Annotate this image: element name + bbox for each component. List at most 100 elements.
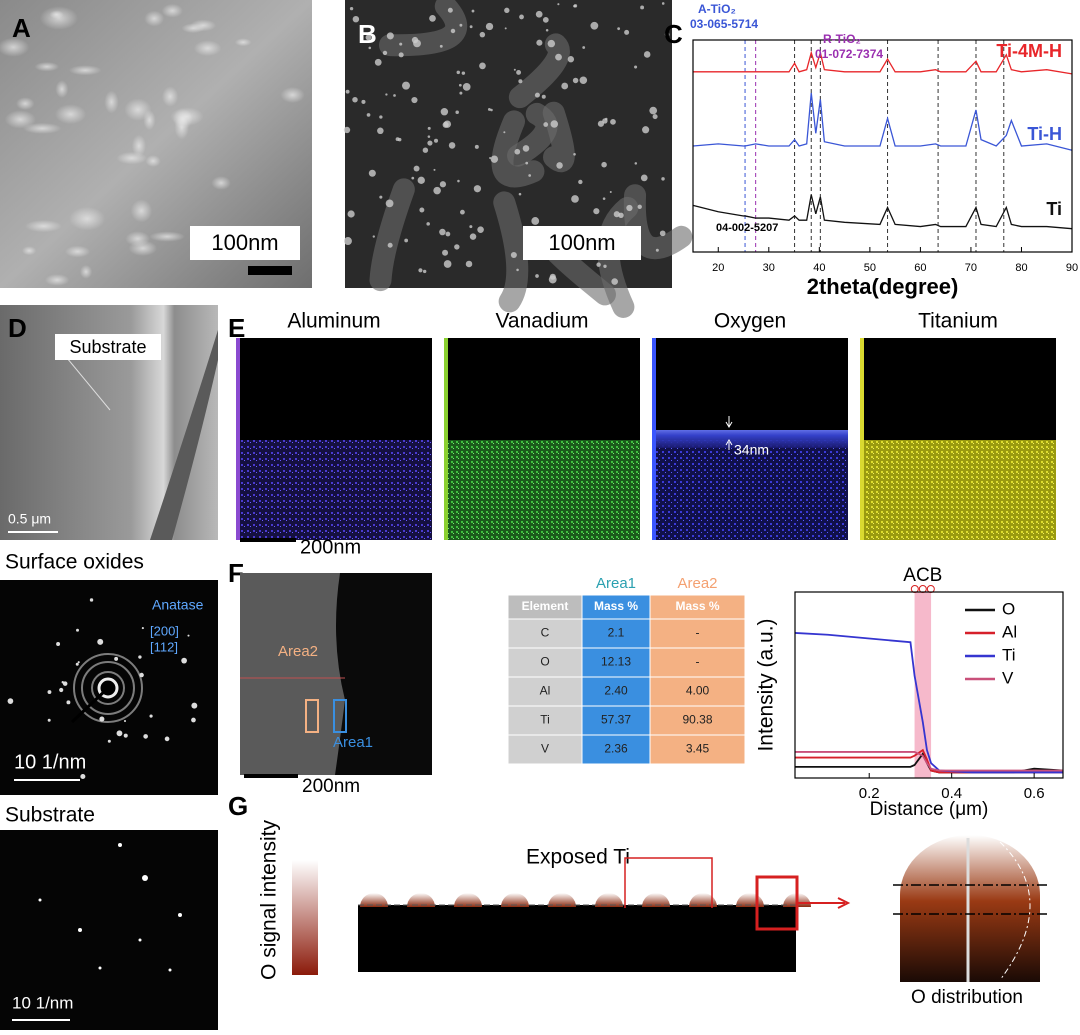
texture-dot — [550, 120, 559, 128]
cell-text: 2.40 — [604, 684, 628, 698]
diffraction — [7, 598, 198, 780]
texture-dot — [352, 96, 358, 103]
area-label: Area2 — [278, 643, 318, 660]
texture-dot — [590, 21, 599, 30]
texture-dot — [454, 244, 460, 250]
series-line — [692, 92, 1073, 151]
callout-line — [624, 857, 713, 908]
legend-label: V — [1002, 668, 1014, 687]
cell-text: 4.00 — [686, 684, 710, 698]
texture-dot — [345, 89, 350, 94]
texture-dot — [427, 126, 431, 130]
texture-dot — [652, 114, 658, 120]
cell — [581, 676, 651, 707]
diffraction-spot — [191, 702, 198, 709]
texture-dot — [610, 119, 616, 125]
texture-dot — [447, 7, 453, 13]
diffraction-spot — [59, 687, 64, 693]
texture-dot — [557, 3, 560, 6]
texture-dot — [642, 126, 650, 134]
cell-text: 2.1 — [608, 626, 625, 640]
annotation: ACB — [903, 565, 942, 586]
diffraction-spot — [164, 736, 170, 742]
series-line — [693, 50, 1073, 75]
texture-dot — [439, 44, 443, 48]
texture-dot — [518, 79, 523, 84]
scale-label: 0.5 μm — [8, 511, 51, 527]
diffraction-spot — [149, 714, 153, 718]
texture-dot — [469, 233, 477, 240]
diffraction — [38, 843, 182, 972]
texture-dot — [429, 15, 436, 22]
texture-blob — [124, 98, 152, 121]
diffraction-spot — [143, 734, 148, 739]
texture-dot — [593, 208, 600, 215]
texture-dot — [433, 138, 439, 143]
cell — [649, 618, 746, 649]
texture — [0, 3, 305, 286]
panel-label: A — [12, 13, 31, 43]
phase-name: R-TiO₂ — [823, 32, 861, 46]
texture-dot — [503, 131, 506, 134]
oxide-bump — [454, 893, 482, 907]
cell-text: 3.45 — [686, 742, 710, 756]
x-tick-label: 30 — [763, 262, 775, 274]
texture-blob — [128, 240, 158, 257]
texture-blob — [22, 122, 62, 134]
texture-dot — [439, 181, 447, 188]
texture-dot — [365, 34, 372, 41]
texture-dot — [626, 204, 633, 212]
texture-dot — [426, 222, 430, 226]
diffraction-spot — [107, 739, 111, 743]
texture-dot — [649, 106, 658, 115]
eds-maps: Aluminum Vanadium Oxygen Titanium 34nm — [236, 310, 1056, 540]
callout-box — [55, 334, 161, 360]
texture-dot — [555, 53, 562, 61]
texture-dot — [379, 115, 383, 119]
group-header: Area1 — [596, 575, 636, 592]
diffraction-ring — [91, 671, 125, 705]
texture-dot — [361, 99, 366, 104]
color-scale-title: O signal intensity — [258, 820, 281, 980]
texture-dot — [459, 23, 463, 27]
header-cell — [649, 594, 746, 620]
texture-dot — [377, 127, 384, 135]
column-header: Element — [522, 599, 569, 613]
x-tick-label: 20 — [712, 262, 724, 274]
texture-dot — [385, 93, 388, 96]
diffraction-spot — [116, 730, 123, 737]
texture-blob — [49, 10, 64, 19]
texture-dot — [474, 144, 479, 149]
texture-dot — [489, 157, 492, 160]
diffraction-spot — [178, 913, 182, 917]
texture-dot — [458, 83, 462, 87]
cell-text: Ti — [540, 713, 550, 727]
texture-dot — [460, 209, 465, 215]
texture-dot — [572, 77, 579, 84]
texture-blob — [174, 115, 189, 140]
texture-dot — [661, 177, 665, 181]
texture-dot — [597, 120, 605, 127]
color-scale — [292, 860, 318, 975]
texture-dot — [465, 260, 473, 268]
diffraction-spot — [38, 898, 42, 902]
texture-dot — [427, 135, 431, 138]
texture-blob — [131, 134, 147, 157]
texture-dot — [609, 191, 612, 194]
texture-blob — [144, 10, 165, 27]
xrd-chart: 20 30 40 50 60 70 80 90 2theta(degree) Ti-4M-H Ti-… — [690, 2, 1078, 299]
plane-label: [112] — [150, 639, 178, 654]
texture-dot — [504, 27, 507, 30]
texture-dot — [442, 249, 449, 256]
cell-text: - — [696, 655, 700, 669]
diffraction-spot — [168, 968, 172, 972]
texture-dot — [535, 274, 539, 278]
texture-dot — [347, 210, 355, 218]
texture-band — [493, 191, 529, 313]
map-title: Oxygen — [714, 310, 786, 333]
scale-label: 200nm — [302, 776, 360, 797]
texture-dot — [611, 278, 618, 285]
texture-dot — [413, 39, 421, 48]
profile-curve — [999, 841, 1031, 981]
x-tick-label: 60 — [914, 262, 926, 274]
